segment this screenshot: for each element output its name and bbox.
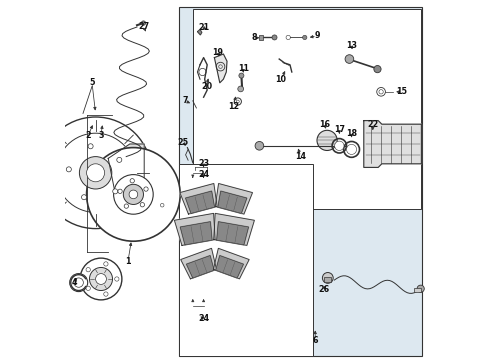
Text: 6: 6 (313, 336, 318, 345)
Bar (324, 277, 331, 282)
Text: 26: 26 (318, 285, 330, 294)
Bar (179, 7, 422, 356)
Text: 7: 7 (182, 96, 188, 105)
Circle shape (234, 98, 242, 105)
Text: 22: 22 (367, 120, 378, 129)
Bar (193, 9, 421, 209)
Circle shape (345, 55, 354, 63)
Polygon shape (215, 54, 227, 83)
Circle shape (86, 267, 90, 272)
Circle shape (335, 141, 344, 150)
Circle shape (238, 86, 244, 92)
Circle shape (70, 274, 88, 292)
Circle shape (160, 203, 164, 207)
Circle shape (377, 87, 386, 96)
Polygon shape (214, 213, 254, 246)
Bar (414, 288, 421, 292)
Circle shape (317, 130, 337, 150)
Polygon shape (181, 248, 217, 279)
Circle shape (255, 141, 264, 150)
Circle shape (272, 35, 277, 40)
Polygon shape (217, 222, 248, 245)
Text: 21: 21 (198, 23, 209, 32)
Circle shape (140, 203, 145, 207)
Text: 27: 27 (138, 22, 149, 31)
Circle shape (114, 175, 153, 214)
Circle shape (87, 164, 104, 182)
Text: 24: 24 (198, 314, 209, 323)
Polygon shape (108, 144, 144, 194)
Circle shape (79, 157, 112, 189)
Text: 1: 1 (125, 256, 131, 265)
Text: 17: 17 (334, 125, 345, 134)
Text: 15: 15 (396, 87, 407, 96)
Text: 11: 11 (238, 64, 249, 73)
Circle shape (129, 190, 138, 199)
Text: 9: 9 (314, 31, 320, 40)
Text: 13: 13 (346, 40, 357, 49)
Text: 3: 3 (98, 130, 104, 139)
Circle shape (130, 179, 134, 183)
Text: 8: 8 (251, 33, 257, 42)
Circle shape (81, 195, 87, 200)
Circle shape (80, 258, 122, 300)
Circle shape (141, 21, 146, 25)
Circle shape (86, 286, 90, 291)
Circle shape (144, 187, 148, 191)
Polygon shape (216, 256, 244, 278)
Polygon shape (214, 248, 249, 279)
Circle shape (417, 285, 424, 292)
Text: 23: 23 (198, 159, 209, 168)
Circle shape (322, 273, 333, 283)
Bar (259, 35, 263, 40)
Circle shape (104, 262, 108, 266)
Text: 19: 19 (213, 48, 223, 57)
Polygon shape (215, 184, 252, 214)
Circle shape (346, 144, 357, 154)
Circle shape (66, 167, 72, 172)
Circle shape (56, 133, 135, 212)
Circle shape (113, 189, 118, 194)
Circle shape (40, 117, 151, 229)
Text: 4: 4 (71, 278, 77, 287)
Bar (179, 164, 313, 356)
Polygon shape (186, 191, 215, 213)
Circle shape (87, 148, 180, 241)
Polygon shape (218, 191, 247, 213)
Text: 14: 14 (295, 152, 306, 161)
Text: 16: 16 (318, 120, 330, 129)
Text: 2: 2 (86, 130, 91, 139)
Circle shape (303, 35, 307, 40)
Text: 12: 12 (228, 102, 239, 111)
Polygon shape (186, 256, 214, 278)
Polygon shape (364, 121, 421, 167)
Text: 18: 18 (346, 129, 357, 138)
Circle shape (118, 189, 122, 193)
Polygon shape (174, 213, 215, 246)
Polygon shape (180, 184, 217, 214)
Circle shape (96, 274, 106, 284)
Circle shape (124, 204, 128, 208)
Text: 20: 20 (201, 82, 212, 91)
Circle shape (117, 157, 122, 162)
Text: 10: 10 (275, 75, 287, 84)
Text: 5: 5 (89, 78, 95, 87)
Circle shape (123, 184, 144, 204)
Circle shape (90, 267, 113, 291)
Circle shape (104, 292, 108, 296)
Circle shape (374, 66, 381, 73)
Circle shape (115, 277, 119, 281)
Circle shape (88, 144, 93, 149)
Text: 24: 24 (198, 170, 209, 179)
Polygon shape (180, 222, 212, 245)
Polygon shape (197, 30, 202, 35)
Circle shape (239, 73, 244, 78)
Text: 25: 25 (177, 138, 189, 147)
